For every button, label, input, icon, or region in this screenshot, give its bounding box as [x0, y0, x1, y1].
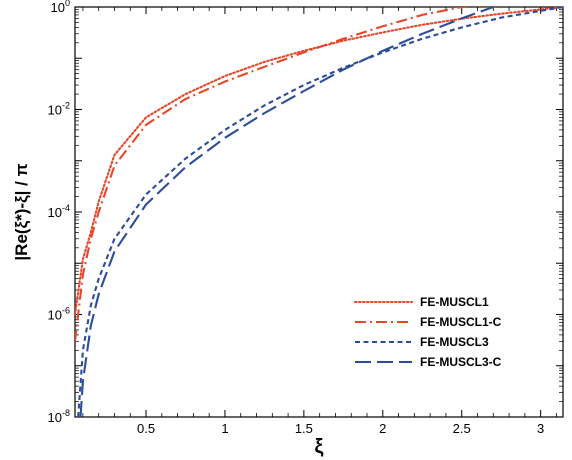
series-line-1 — [75, 7, 563, 316]
series-line-3 — [77, 7, 563, 417]
x-tick-label: 1.5 — [295, 421, 313, 436]
x-tick-label: 2 — [379, 421, 386, 436]
x-tick-label: 0.5 — [137, 421, 155, 436]
y-axis-title: |Re(ξ*)-ξ| / π — [12, 163, 31, 260]
series-layer — [75, 7, 563, 417]
legend-label: FE-MUSCL1-C — [420, 315, 502, 329]
legend-label: FE-MUSCL1 — [420, 295, 489, 309]
y-tick-label: 10-4 — [48, 203, 70, 220]
legend-label: FE-MUSCL3-C — [420, 355, 502, 369]
x-axis-ticks: 0.5 1 1.5 2 2.5 3 — [82, 7, 557, 436]
y-tick-label: 10-2 — [48, 101, 70, 118]
y-tick-label: 100 — [51, 0, 70, 15]
series-line-2 — [75, 7, 500, 342]
legend: FE-MUSCL1 FE-MUSCL1-C FE-MUSCL3 FE-MUSCL3-C — [353, 295, 502, 369]
x-tick-label: 2.5 — [453, 421, 471, 436]
y-tick-label: 10-8 — [48, 408, 70, 425]
legend-label: FE-MUSCL3 — [420, 335, 489, 349]
y-tick-label: 10-6 — [48, 306, 70, 323]
x-tick-label: 3 — [537, 421, 544, 436]
x-axis-title: ξ — [315, 436, 324, 458]
x-tick-label: 1 — [221, 421, 228, 436]
y-axis-ticks: 10-8 10-6 10-4 10-2 100 — [48, 0, 563, 425]
series-line-4 — [79, 7, 494, 417]
